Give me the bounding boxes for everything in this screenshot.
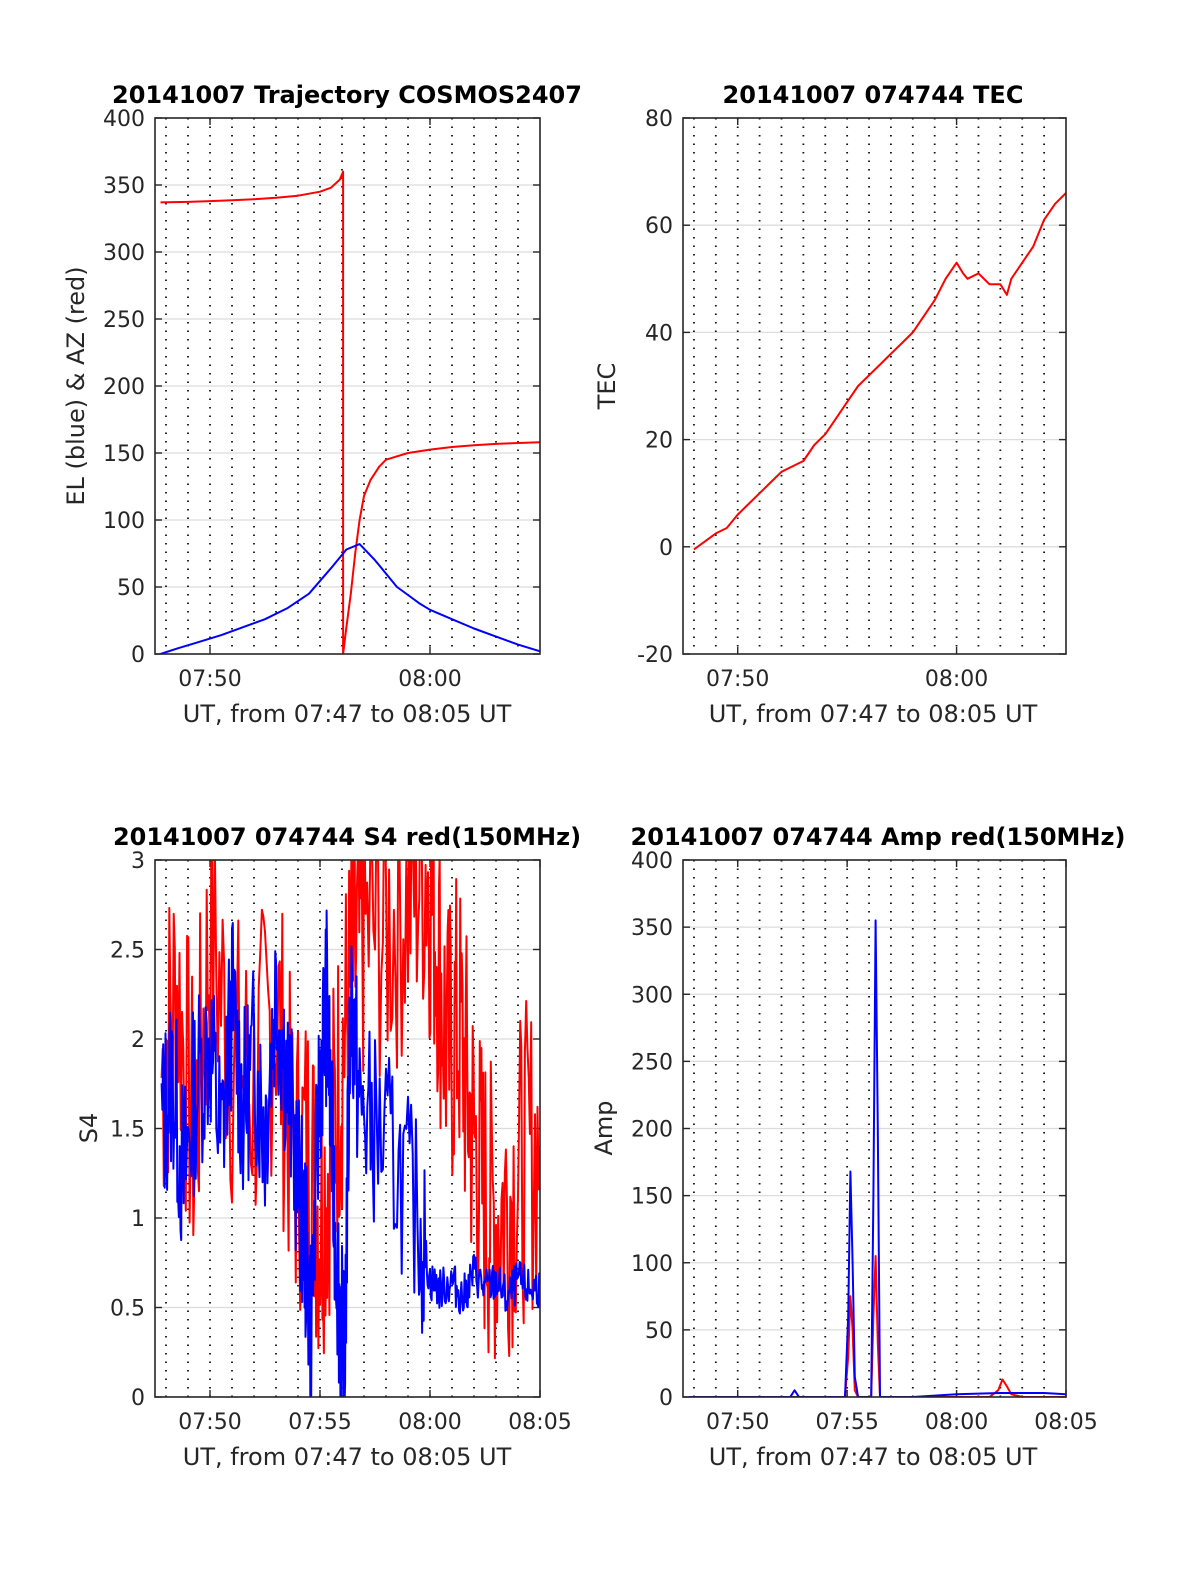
series-group: [160, 170, 540, 654]
x-axis-label: UT, from 07:47 to 08:05 UT: [709, 700, 1038, 728]
y-axis-label: Amp: [590, 1100, 618, 1155]
x-tick-label: 07:55: [288, 1410, 351, 1435]
grid: [683, 117, 1066, 655]
panel-title: 20141007 Trajectory COSMOS2407: [112, 81, 582, 109]
x-tick-label: 08:00: [925, 667, 988, 692]
panel-s4: 20141007 074744 S4 red(150MHz) S4 UT, fr…: [75, 823, 581, 1471]
y-tick-label: 200: [103, 375, 145, 400]
y-axis-label: TEC: [593, 363, 621, 411]
y-tick-label: 300: [103, 241, 145, 266]
y-tick-label: 400: [103, 107, 145, 132]
y-tick-label: 400: [631, 849, 673, 874]
y-tick-label: 250: [103, 308, 145, 333]
y-tick-label: -20: [637, 643, 673, 668]
y-tick-label: 150: [103, 442, 145, 467]
y-tick-label: 0: [659, 536, 673, 561]
series-line-red: [689, 1255, 1066, 1397]
plot-frame: [154, 859, 541, 1398]
y-tick-label: 350: [103, 174, 145, 199]
x-axis-label: UT, from 07:47 to 08:05 UT: [709, 1443, 1038, 1471]
panel-title: 20141007 074744 S4 red(150MHz): [113, 823, 581, 851]
y-tick-label: 3: [131, 849, 145, 874]
x-axis-label: UT, from 07:47 to 08:05 UT: [183, 700, 512, 728]
y-tick-label: 50: [645, 1319, 673, 1344]
x-tick-label: 08:00: [925, 1410, 988, 1435]
x-tick-label: 07:50: [706, 667, 769, 692]
y-tick-label: 200: [631, 1118, 673, 1143]
x-tick-label: 07:50: [178, 667, 241, 692]
y-axis-label: EL (blue) & AZ (red): [62, 266, 90, 505]
x-tick-label: 08:05: [1034, 1410, 1097, 1435]
panel-title: 20141007 074744 Amp red(150MHz): [631, 823, 1126, 851]
plot-frame: [682, 117, 1067, 655]
x-tick-label: 07:55: [815, 1410, 878, 1435]
panel-amp: 20141007 074744 Amp red(150MHz) Amp UT, …: [590, 823, 1125, 1471]
series-line-el: [160, 543, 540, 654]
y-tick-label: 100: [631, 1252, 673, 1277]
y-tick-label: 300: [631, 983, 673, 1008]
y-tick-label: 20: [645, 429, 673, 454]
y-tick-label: 60: [645, 214, 673, 239]
series-group: [693, 192, 1066, 551]
series-line-blue: [689, 919, 1066, 1397]
x-axis-label: UT, from 07:47 to 08:05 UT: [183, 1443, 512, 1471]
y-tick-label: 2.5: [110, 939, 145, 964]
panel-tec: 20141007 074744 TEC TEC UT, from 07:47 t…: [593, 81, 1067, 728]
plot-frame: [682, 859, 1067, 1398]
series-line-tec: [693, 192, 1066, 551]
y-tick-label: 0.5: [110, 1297, 145, 1322]
x-tick-label: 08:00: [398, 1410, 461, 1435]
y-tick-label: 0: [131, 643, 145, 668]
y-tick-label: 1.5: [110, 1118, 145, 1143]
y-tick-label: 50: [117, 576, 145, 601]
x-tick-label: 08:05: [508, 1410, 571, 1435]
panel-title: 20141007 074744 TEC: [723, 81, 1024, 109]
y-tick-label: 350: [631, 916, 673, 941]
y-tick-label: 100: [103, 509, 145, 534]
series-line-az: [160, 170, 540, 654]
y-tick-label: 2: [131, 1028, 145, 1053]
y-tick-label: 250: [631, 1050, 673, 1075]
y-tick-label: 150: [631, 1185, 673, 1210]
y-tick-label: 40: [645, 321, 673, 346]
grid: [155, 117, 540, 655]
series-line-blue: [160, 909, 540, 1397]
x-tick-label: 08:00: [398, 667, 461, 692]
plot-frame: [154, 117, 541, 655]
y-tick-label: 0: [659, 1386, 673, 1411]
y-tick-label: 80: [645, 107, 673, 132]
series-group: [689, 919, 1066, 1397]
y-axis-label: S4: [75, 1113, 103, 1144]
x-tick-label: 07:50: [706, 1410, 769, 1435]
panel-trajectory: 20141007 Trajectory COSMOS2407 EL (blue)…: [62, 81, 582, 728]
y-tick-label: 0: [131, 1386, 145, 1411]
series-group: [160, 860, 540, 1397]
x-tick-label: 07:50: [178, 1410, 241, 1435]
y-tick-label: 1: [131, 1207, 145, 1232]
